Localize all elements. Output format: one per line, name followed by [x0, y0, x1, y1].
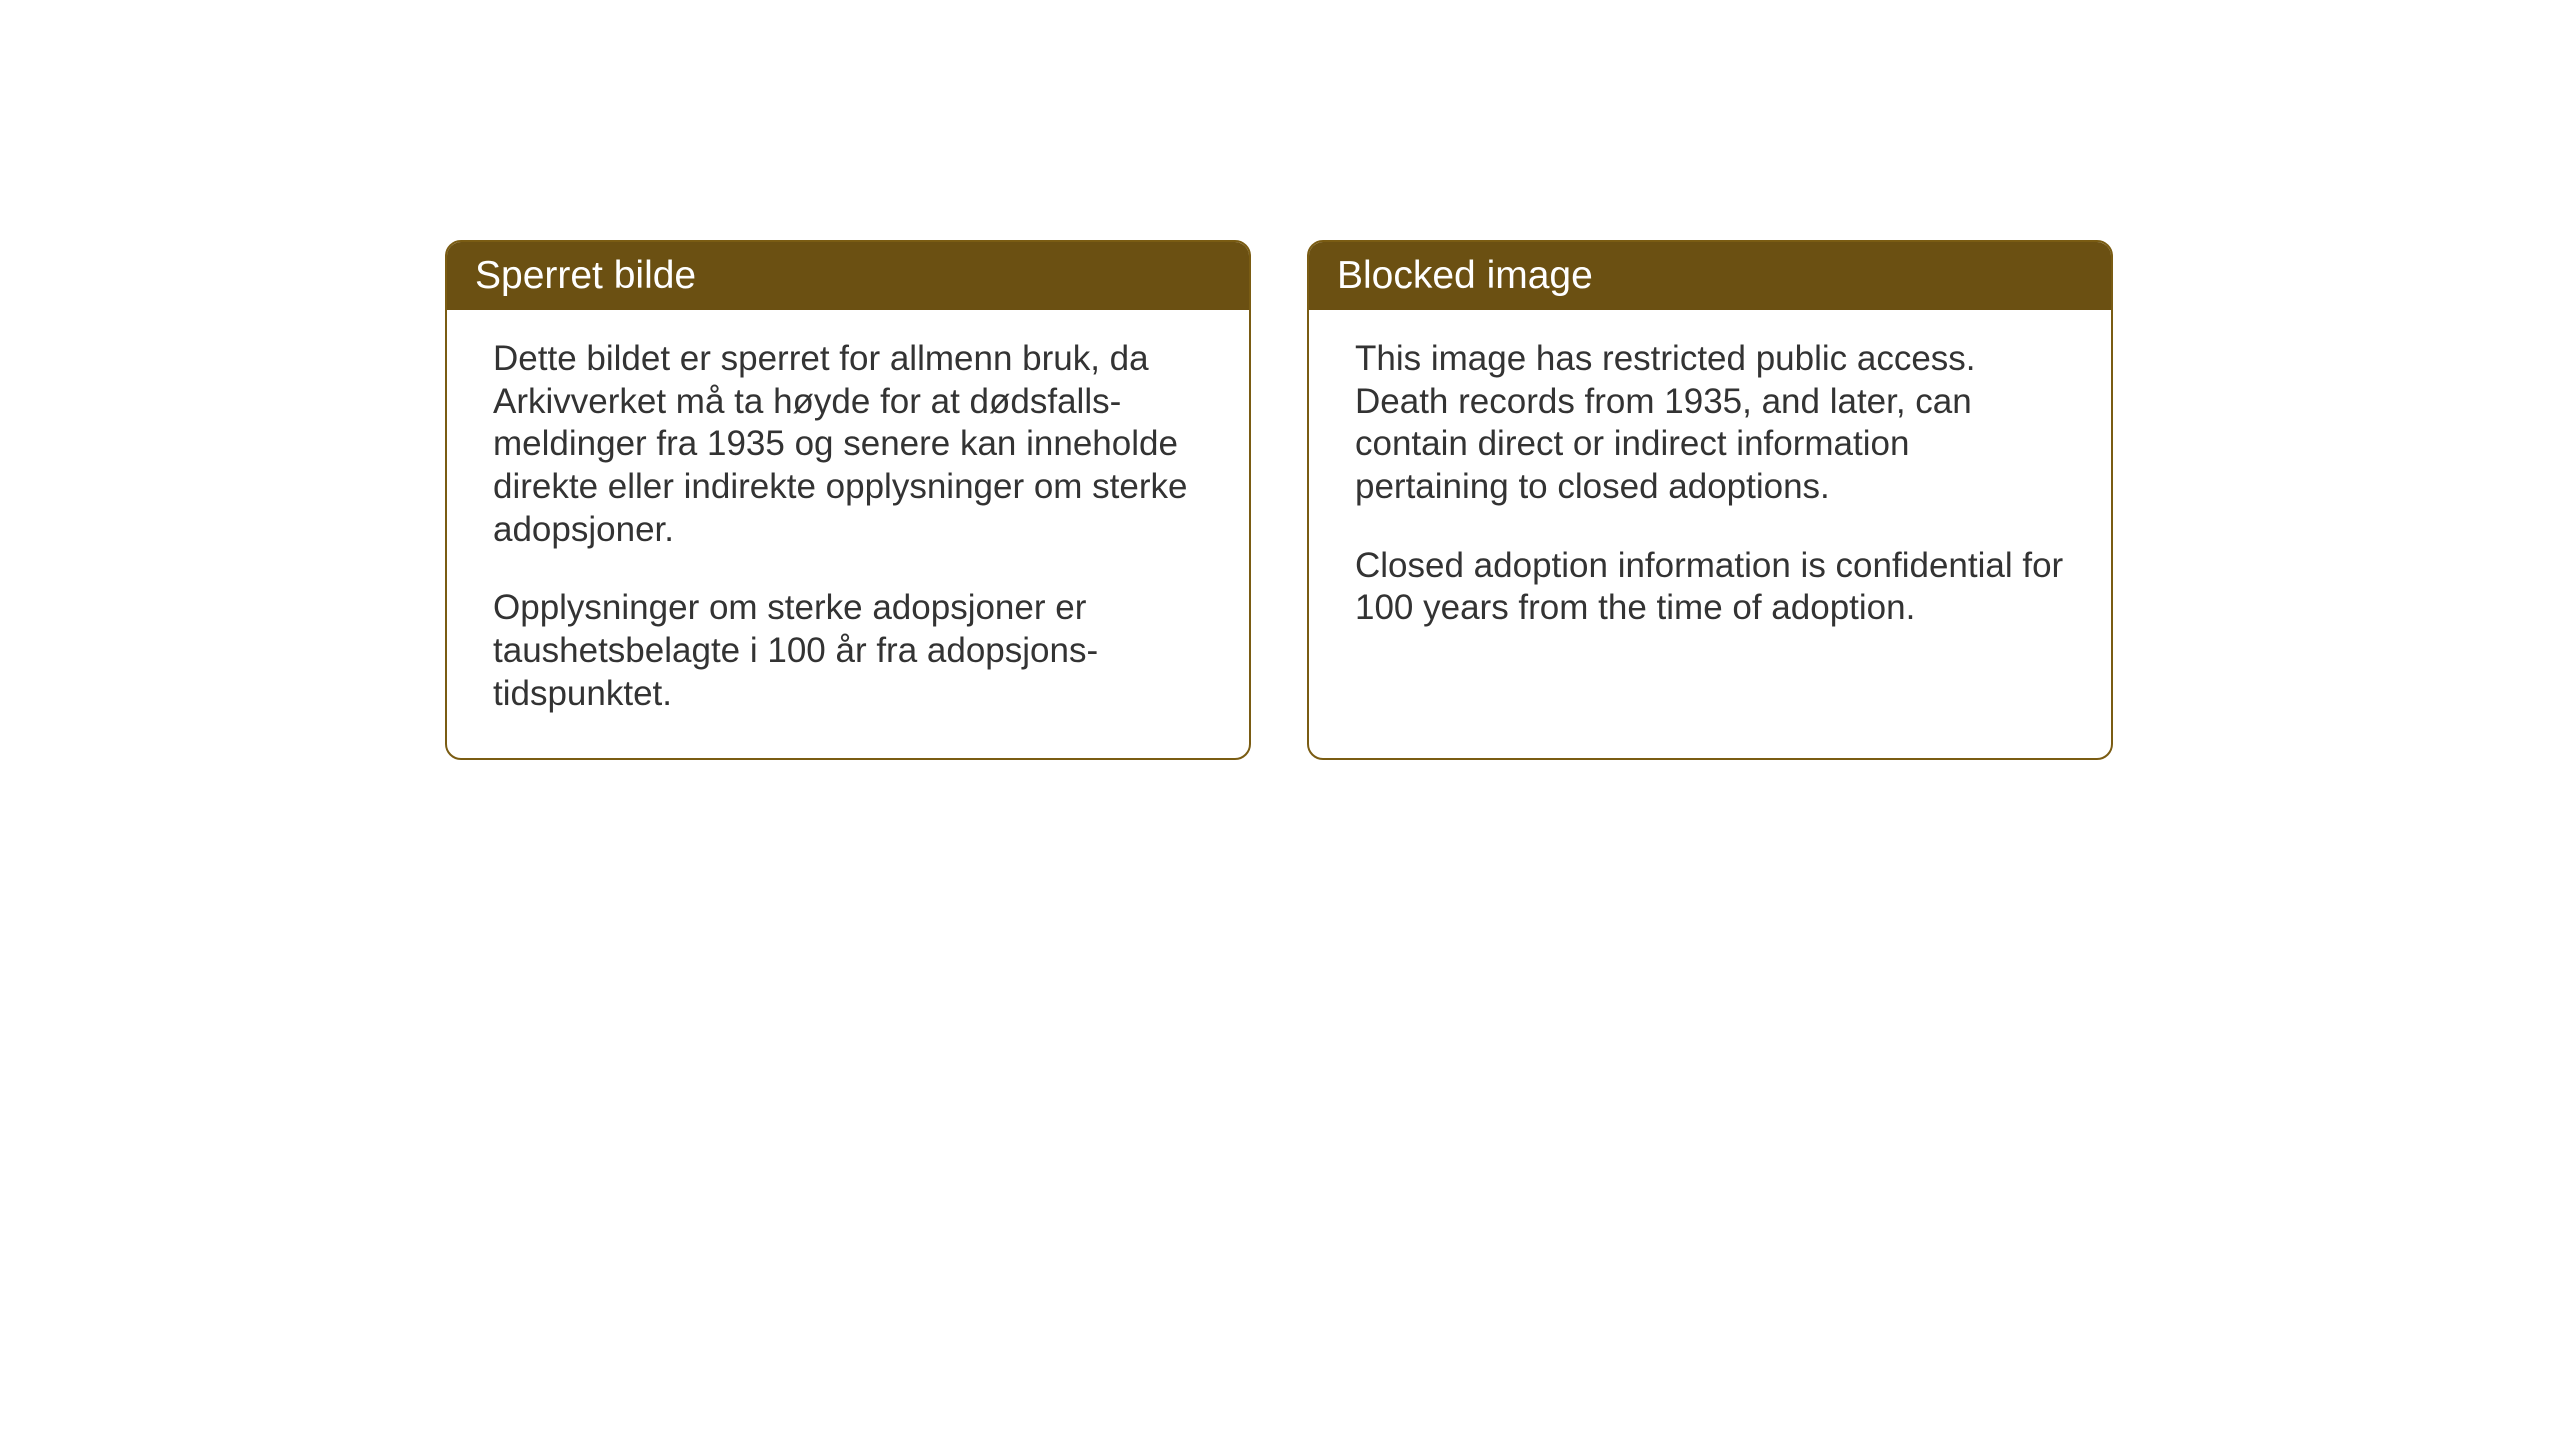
english-paragraph-1: This image has restricted public access.…	[1355, 338, 2065, 509]
english-card-header: Blocked image	[1309, 242, 2111, 310]
norwegian-card-header: Sperret bilde	[447, 242, 1249, 310]
english-card-body: This image has restricted public access.…	[1309, 310, 2111, 672]
norwegian-card-body: Dette bildet er sperret for allmenn bruk…	[447, 310, 1249, 758]
notice-cards-container: Sperret bilde Dette bildet er sperret fo…	[445, 240, 2560, 760]
norwegian-paragraph-1: Dette bildet er sperret for allmenn bruk…	[493, 338, 1203, 551]
english-card-title: Blocked image	[1337, 254, 1593, 297]
english-paragraph-2: Closed adoption information is confident…	[1355, 545, 2065, 630]
norwegian-notice-card: Sperret bilde Dette bildet er sperret fo…	[445, 240, 1251, 760]
norwegian-card-title: Sperret bilde	[475, 254, 696, 297]
norwegian-paragraph-2: Opplysninger om sterke adopsjoner er tau…	[493, 587, 1203, 715]
english-notice-card: Blocked image This image has restricted …	[1307, 240, 2113, 760]
